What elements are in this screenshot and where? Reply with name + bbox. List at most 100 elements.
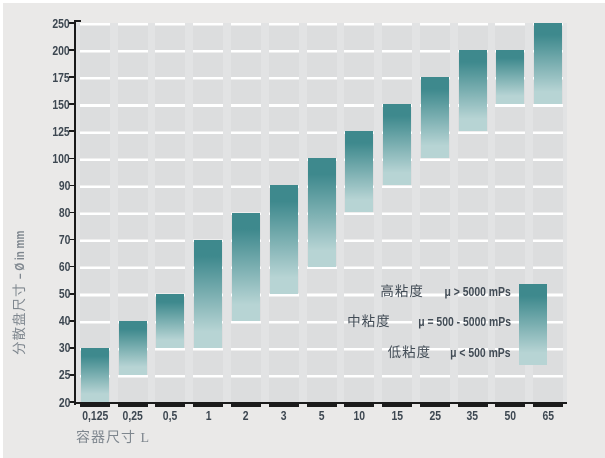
y-tick-mark xyxy=(69,103,74,105)
x-tick-value: 0,25 xyxy=(122,408,143,423)
grid-column xyxy=(382,23,413,402)
range-bar xyxy=(534,23,563,105)
x-tick-value: 25 xyxy=(429,408,441,423)
x-axis-tick-dash xyxy=(117,402,148,408)
y-tick-value: 200 xyxy=(52,42,70,58)
x-tick-value: 0,5 xyxy=(163,408,178,423)
y-tick-mark xyxy=(69,292,74,295)
y-tick-value: 50 xyxy=(58,286,70,302)
y-tick-label: 100 xyxy=(0,151,70,166)
x-axis-title: 容器尺寸 L xyxy=(76,431,151,446)
y-tick-mark xyxy=(69,374,74,376)
legend-item: 高粘度 μ > 5000 mPs xyxy=(380,283,511,300)
x-axis-tick-dash xyxy=(495,402,526,408)
legend-label-value: μ < 500 mPs xyxy=(450,344,511,360)
legend-label-value: μ > 5000 mPs xyxy=(444,283,511,299)
y-tick-label: 60 xyxy=(0,259,70,274)
y-tick-label: 90 xyxy=(0,178,70,193)
range-bar xyxy=(194,239,223,348)
grid-column xyxy=(79,23,110,402)
y-tick-value: 175 xyxy=(52,69,70,85)
legend-label-cjk: 中粘度 xyxy=(347,314,395,329)
y-tick-label: 70 xyxy=(0,232,70,247)
y-tick-label: 250 xyxy=(0,16,70,31)
x-tick-value: 1 xyxy=(205,408,212,423)
legend-label-cjk: 低粘度 xyxy=(387,344,436,360)
y-tick-value: 30 xyxy=(58,340,70,356)
y-tick-label: 25 xyxy=(0,367,70,382)
y-tick-value: 90 xyxy=(58,177,70,193)
y-tick-mark xyxy=(69,401,74,403)
legend-label-cjk: 高粘度 xyxy=(380,283,429,299)
y-tick-value: 250 xyxy=(52,15,70,31)
x-tick-value: 3 xyxy=(280,408,287,423)
page-left-edge xyxy=(0,0,3,458)
y-tick-mark xyxy=(69,347,74,349)
x-tick-value: 5 xyxy=(318,408,325,423)
y-tick-value: 70 xyxy=(58,232,70,248)
x-axis-tick-dash xyxy=(155,402,186,408)
range-bar xyxy=(458,50,487,132)
y-tick-label: 200 xyxy=(0,43,70,58)
x-axis-tick-dash xyxy=(533,402,564,408)
y-axis-line xyxy=(74,20,77,405)
y-tick-value: 25 xyxy=(58,367,70,383)
grid-column xyxy=(344,23,375,402)
range-bar xyxy=(496,50,525,105)
y-tick-mark xyxy=(69,238,74,241)
x-tick-label: 2 xyxy=(218,408,274,423)
y-tick-label: 30 xyxy=(0,340,70,355)
y-tick-value: 125 xyxy=(52,123,70,139)
y-tick-value: 20 xyxy=(58,394,70,410)
y-tick-value: 80 xyxy=(58,205,70,220)
y-tick-label: 50 xyxy=(0,286,70,301)
range-bar xyxy=(383,104,412,186)
x-tick-label: 0,25 xyxy=(105,408,161,423)
y-tick-label: 40 xyxy=(0,313,70,328)
y-tick-label: 80 xyxy=(0,205,70,220)
x-tick-value: 10 xyxy=(353,408,366,423)
range-bar xyxy=(269,185,298,294)
y-tick-mark xyxy=(69,319,74,322)
y-tick-value: 150 xyxy=(52,96,70,112)
y-axis-top-cap xyxy=(76,20,81,22)
x-tick-value: 15 xyxy=(391,408,403,423)
x-axis-tick-dash xyxy=(268,402,299,408)
y-tick-mark xyxy=(69,265,74,268)
range-bar xyxy=(118,320,147,375)
legend-item: 低粘度 μ < 500 mPs xyxy=(388,344,511,361)
y-tick-value: 40 xyxy=(58,313,70,329)
x-axis-tick-dash xyxy=(306,402,337,408)
x-axis-tick-dash xyxy=(344,402,375,408)
y-tick-label: 20 xyxy=(0,395,70,410)
range-bar xyxy=(420,77,449,159)
x-axis-tick-dash xyxy=(382,402,413,408)
y-tick-label: 125 xyxy=(0,124,70,139)
x-tick-label: 3 xyxy=(256,408,312,423)
y-tick-mark xyxy=(69,157,74,160)
x-tick-value: 35 xyxy=(466,408,479,423)
legend-gradient-swatch xyxy=(519,283,547,365)
x-tick-label: 25 xyxy=(407,408,463,423)
range-bar xyxy=(307,158,336,267)
x-tick-label: 1 xyxy=(180,408,236,423)
legend-label-value: μ = 500 - 5000 mPs xyxy=(418,314,511,329)
y-tick-label: 150 xyxy=(0,97,70,112)
x-tick-value: 0,125 xyxy=(81,408,108,423)
y-tick-mark xyxy=(69,130,74,133)
plot-area xyxy=(76,23,567,402)
y-tick-mark xyxy=(69,22,74,24)
range-bar xyxy=(231,212,260,321)
x-tick-label: 35 xyxy=(445,408,501,423)
x-axis-tick-dash xyxy=(419,402,450,408)
x-tick-label: 15 xyxy=(369,408,425,423)
range-bar xyxy=(80,347,109,402)
range-bar xyxy=(345,131,374,213)
x-tick-value: 50 xyxy=(504,408,517,423)
x-tick-label: 0,125 xyxy=(67,408,123,423)
x-axis-tick-dash xyxy=(193,402,224,408)
y-tick-mark xyxy=(69,76,74,78)
y-tick-label: 175 xyxy=(0,70,70,85)
y-tick-value: 100 xyxy=(52,150,70,166)
